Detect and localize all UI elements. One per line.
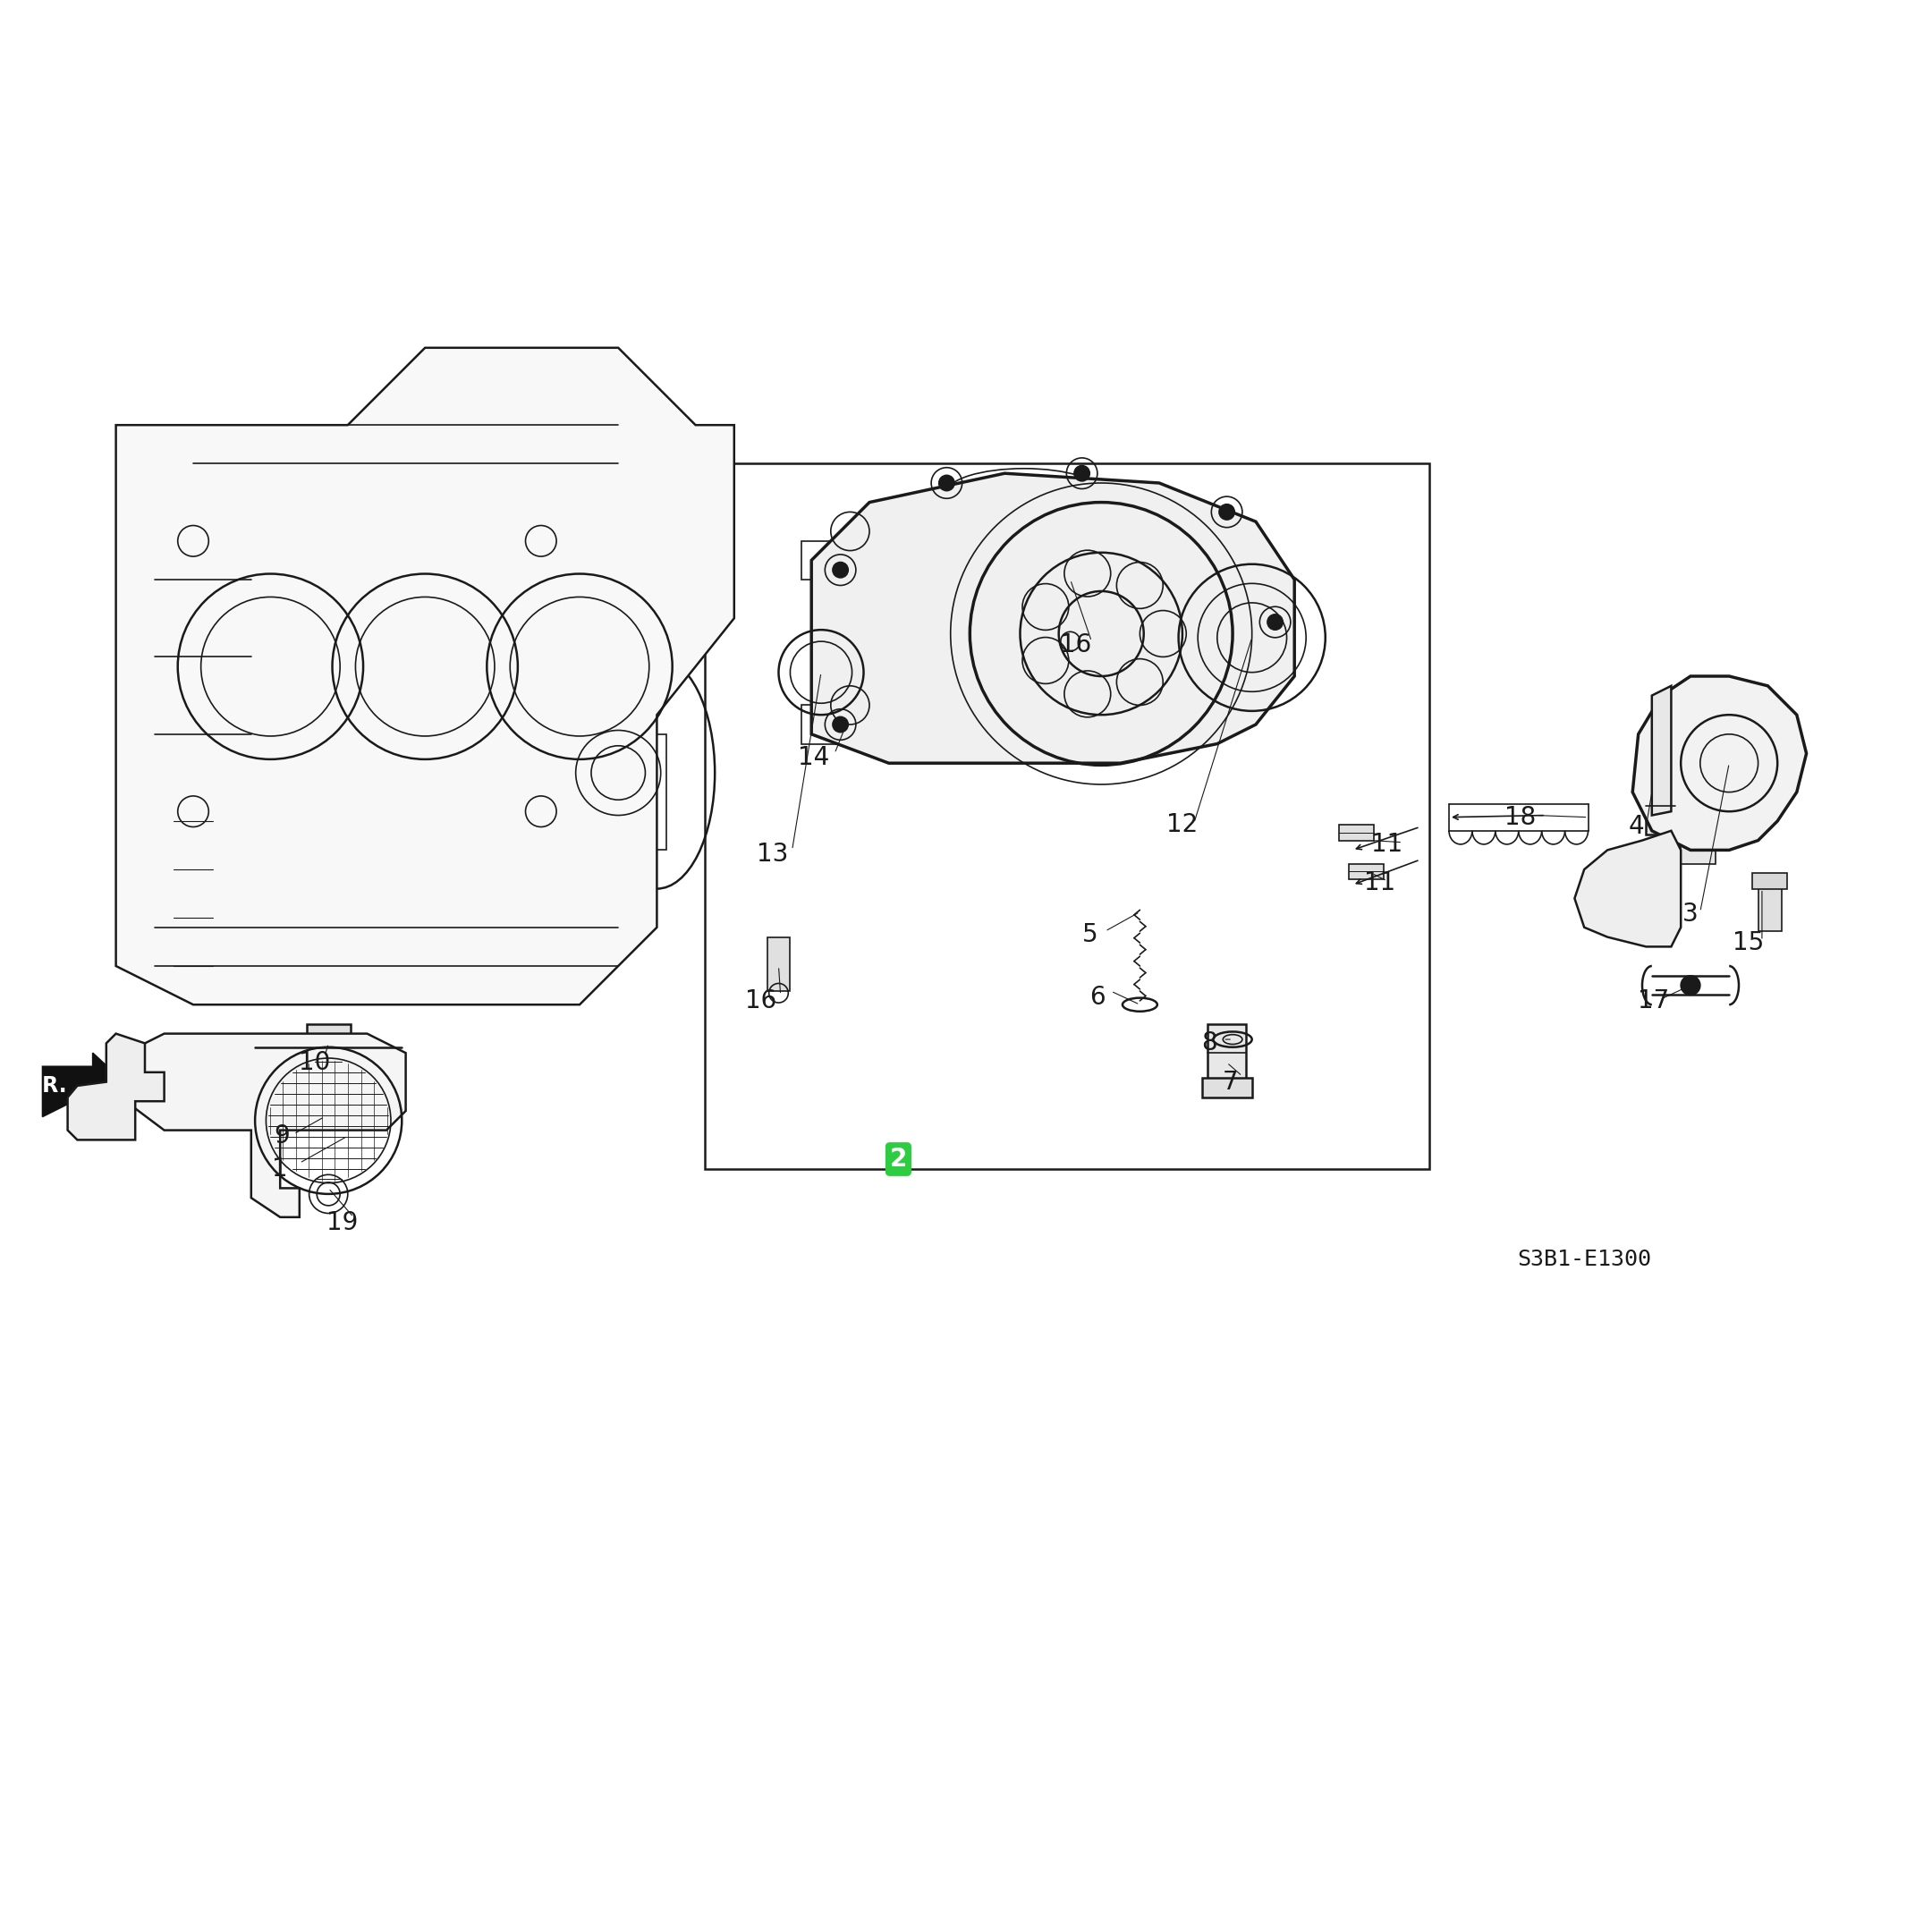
Circle shape [1219,504,1235,520]
Text: 8: 8 [1202,1032,1217,1055]
Text: 9: 9 [274,1124,290,1148]
Text: 6: 6 [1090,985,1105,1009]
Text: 15: 15 [1733,931,1764,954]
Circle shape [833,717,848,732]
Bar [307,1024,350,1047]
Bar [1059,570,1082,618]
Bar [802,541,850,580]
Circle shape [1267,614,1283,630]
Bar [825,657,867,676]
Polygon shape [116,348,734,1005]
Text: 17: 17 [1638,989,1669,1012]
Polygon shape [1633,676,1806,850]
Polygon shape [126,1034,406,1217]
Bar [145,734,203,850]
Bar [1339,825,1374,840]
Text: S3B1-E1300: S3B1-E1300 [1517,1248,1652,1271]
Polygon shape [43,1053,120,1117]
Text: 16: 16 [746,989,777,1012]
Circle shape [833,562,848,578]
Text: 10: 10 [299,1051,330,1074]
Polygon shape [68,1034,164,1140]
Text: 7: 7 [1223,1070,1238,1094]
Text: 4: 4 [1629,815,1644,838]
Text: 1: 1 [272,1157,288,1180]
Bar [1349,864,1383,879]
Circle shape [1074,466,1090,481]
Text: 13: 13 [757,842,788,866]
Bar [802,705,850,744]
Text: 2: 2 [891,1148,906,1171]
Bar [1646,757,1675,835]
Bar [1758,877,1781,931]
Circle shape [939,475,954,491]
Polygon shape [1652,686,1671,815]
Text: 19: 19 [327,1211,357,1235]
Polygon shape [811,473,1294,763]
Text: 11: 11 [1372,833,1403,856]
Polygon shape [1575,831,1681,947]
Text: 18: 18 [1505,806,1536,829]
Bar [1208,1024,1246,1092]
Text: 16: 16 [1061,634,1092,657]
Text: 14: 14 [798,746,829,769]
Bar [1202,1078,1252,1097]
Circle shape [1681,976,1700,995]
Bar [1752,873,1787,889]
Bar [705,464,1430,1169]
Text: 12: 12 [1167,813,1198,837]
Text: 5: 5 [1082,923,1097,947]
Bar [767,937,790,991]
Bar [609,734,667,850]
Text: 11: 11 [1364,871,1395,895]
Text: FR.: FR. [29,1074,68,1097]
Text: 3: 3 [1683,902,1698,925]
Bar [831,661,862,734]
Bar [1681,840,1716,864]
